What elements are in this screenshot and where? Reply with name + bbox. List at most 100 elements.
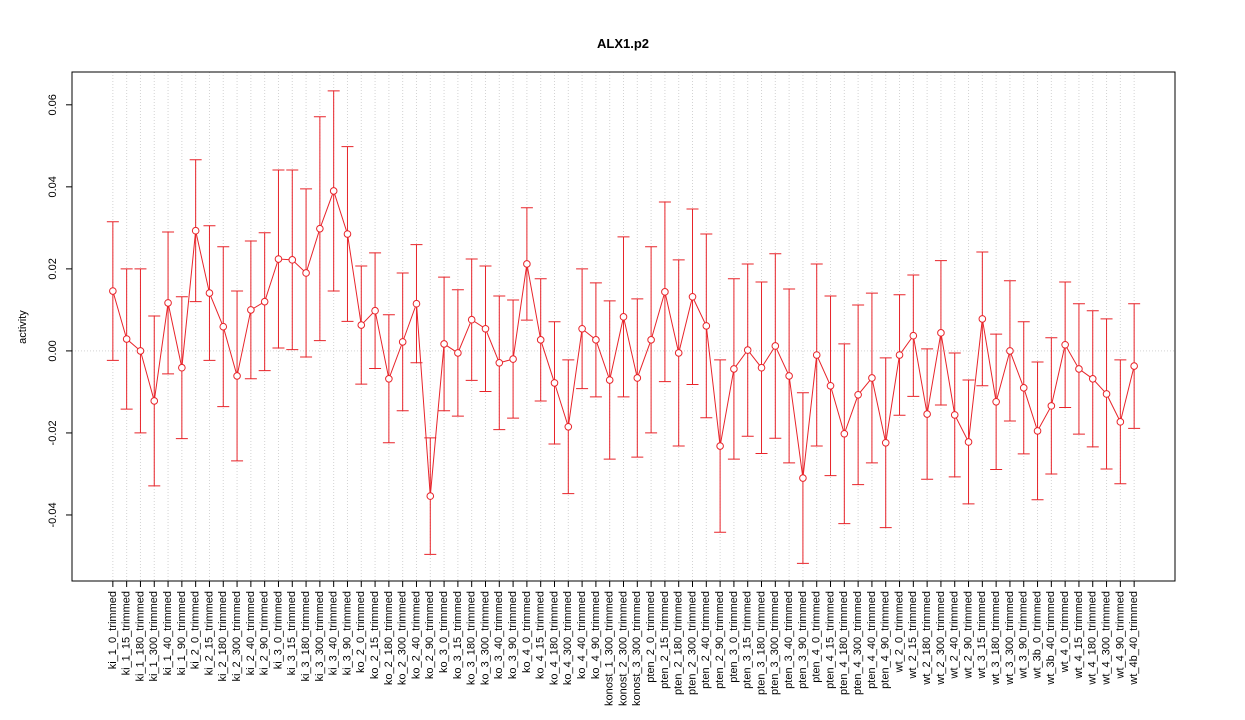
data-point	[1075, 365, 1083, 373]
y-axis-label: activity	[17, 310, 29, 344]
data-point	[329, 187, 338, 195]
data-point	[743, 346, 752, 354]
x-tick-label: ko_4_300_trimmed	[562, 591, 574, 685]
x-tick-label: ki_3_300_trimmed	[314, 591, 326, 682]
data-point	[730, 365, 738, 373]
x-tick-label: ki_2_0_trimmed	[190, 591, 202, 669]
x-tick-label: pten_4_300_trimmed	[852, 591, 864, 695]
x-tick-label: ki_1_180_trimmed	[134, 591, 146, 682]
x-tick-label: wt_4_15_trimmed	[1073, 591, 1085, 679]
data-point	[109, 287, 117, 295]
data-point	[619, 313, 628, 321]
data-point	[260, 297, 269, 306]
x-tick-label: ki_3_40_trimmed	[328, 591, 340, 675]
data-point	[785, 372, 793, 380]
x-tick-label: wt_2_0_trimmed	[893, 591, 905, 673]
y-tick-label: -0.02	[47, 420, 59, 445]
data-point	[757, 363, 766, 372]
x-tick-label: konost_3_300_trimmed	[631, 591, 643, 706]
x-tick-label: pten_4_0_trimmed	[811, 591, 823, 683]
data-point	[771, 342, 780, 350]
x-tick-label: pten_4_40_trimmed	[866, 591, 878, 689]
x-tick-label: ko_2_300_trimmed	[397, 591, 409, 685]
chart-title: ALX1.p2	[597, 36, 649, 51]
x-tick-label: wt_3_300_trimmed	[1004, 591, 1016, 686]
data-point	[1019, 384, 1028, 392]
x-tick-label: wt_2_180_trimmed	[921, 591, 933, 686]
data-point	[178, 363, 186, 372]
data-point	[288, 256, 297, 264]
data-point	[164, 299, 172, 307]
y-tick-label: 0.04	[47, 176, 59, 197]
x-tick-label: ko_2_40_trimmed	[410, 591, 422, 679]
data-point	[661, 288, 669, 296]
data-point	[1061, 340, 1069, 349]
data-point	[398, 338, 407, 346]
data-point	[564, 422, 573, 431]
data-point	[895, 351, 904, 359]
x-tick-label: wt_2_15_trimmed	[907, 591, 919, 679]
data-point	[799, 474, 807, 482]
x-tick-label: ko_3_90_trimmed	[507, 591, 519, 679]
x-tick-label: ko_3_15_trimmed	[452, 591, 464, 679]
x-tick-label: ki_3_0_trimmed	[272, 591, 284, 669]
x-tick-label: pten_4_15_trimmed	[824, 591, 836, 689]
x-tick-label: pten_3_40_trimmed	[783, 591, 795, 689]
data-point	[454, 349, 462, 357]
data-point	[1102, 390, 1111, 398]
x-tick-label: wt_3_15_trimmed	[976, 591, 988, 679]
x-tick-label: ki_1_90_trimmed	[176, 591, 188, 675]
data-point	[1006, 347, 1014, 355]
x-tick-label: ki_2_40_trimmed	[245, 591, 257, 675]
x-tick-label: wt_3b_0_trimmed	[1031, 591, 1043, 679]
data-point	[440, 340, 448, 348]
data-point	[950, 411, 959, 419]
x-tick-label: pten_3_0_trimmed	[728, 591, 740, 683]
data-point	[357, 321, 366, 329]
x-tick-label: pten_3_300_trimmed	[769, 591, 781, 695]
data-point	[702, 322, 711, 330]
x-tick-label: ki_2_180_trimmed	[217, 591, 229, 682]
data-point	[674, 349, 683, 357]
data-point	[716, 442, 724, 450]
x-tick-label: wt_4b_40_trimmed	[1128, 591, 1140, 686]
data-point	[509, 355, 517, 363]
data-point	[868, 374, 876, 382]
data-point	[136, 347, 145, 355]
data-point	[550, 379, 559, 387]
data-point	[495, 358, 504, 367]
data-point	[426, 492, 435, 500]
x-tick-label: ko_4_180_trimmed	[548, 591, 560, 685]
data-point	[536, 336, 545, 344]
x-tick-label: pten_3_15_trimmed	[742, 591, 754, 689]
data-point	[1088, 374, 1097, 383]
data-point	[385, 374, 393, 383]
x-tick-label: ko_4_0_trimmed	[521, 591, 533, 673]
x-tick-label: ko_2_0_trimmed	[355, 591, 367, 673]
x-tick-label: pten_2_180_trimmed	[673, 591, 685, 695]
x-tick-label: ki_3_15_trimmed	[286, 591, 298, 675]
x-tick-label: pten_2_0_trimmed	[645, 591, 657, 683]
data-point	[647, 336, 655, 344]
data-point	[840, 429, 849, 438]
x-tick-label: pten_4_90_trimmed	[880, 591, 892, 689]
x-tick-label: ko_2_90_trimmed	[424, 591, 436, 679]
x-tick-label: pten_2_90_trimmed	[714, 591, 726, 689]
data-point	[523, 260, 531, 268]
data-point	[854, 390, 862, 399]
data-point	[909, 331, 918, 340]
data-point	[964, 438, 973, 446]
data-point	[302, 269, 310, 277]
data-point	[150, 397, 159, 405]
x-tick-label: ki_1_15_trimmed	[121, 591, 133, 675]
data-point	[688, 292, 697, 301]
data-point	[371, 306, 379, 315]
data-point	[467, 315, 476, 324]
x-tick-label: wt_4_90_trimmed	[1114, 591, 1126, 679]
data-point	[937, 329, 945, 337]
x-tick-label: wt_3b_40_trimmed	[1045, 591, 1057, 686]
x-tick-label: ko_4_15_trimmed	[535, 591, 547, 679]
data-point	[881, 438, 890, 447]
x-tick-label: wt_3_90_trimmed	[1018, 591, 1030, 679]
x-tick-label: wt_2_90_trimmed	[962, 591, 974, 679]
